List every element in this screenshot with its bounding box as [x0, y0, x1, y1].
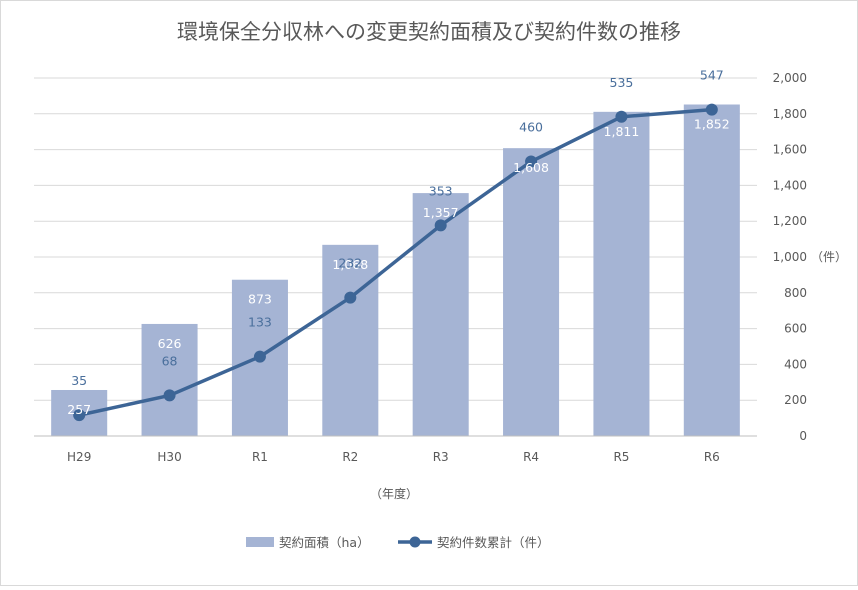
x-tick-label: R1 [252, 450, 268, 464]
bar [683, 104, 740, 436]
y-tick-label: 600 [784, 322, 807, 336]
legend-bar-swatch [246, 537, 274, 547]
bar [593, 111, 650, 437]
line-point [705, 103, 718, 116]
line-series [73, 103, 718, 422]
y-tick-label: 800 [784, 286, 807, 300]
line-point [253, 350, 266, 363]
bar [322, 244, 379, 436]
line-point [163, 389, 176, 402]
bar-value-label: 1,357 [423, 205, 459, 220]
bar-value-label: 1,608 [513, 160, 549, 175]
data-labels: 257 626 873 1,068 1,357 1,608 1,811 1,852 35 68 13… [67, 68, 729, 417]
bar-value-label: 626 [158, 336, 182, 351]
y-tick-label: 1,800 [773, 107, 807, 121]
bar-value-label: 1,068 [332, 257, 368, 272]
y-tick-label: 0 [799, 429, 807, 443]
bar [412, 193, 469, 436]
line-point [615, 110, 628, 123]
y-tick-label: 1,200 [773, 214, 807, 228]
bar [141, 323, 198, 436]
bar-series [51, 104, 740, 437]
bar-value-label: 1,852 [694, 116, 730, 131]
y-tick-label: 200 [784, 393, 807, 407]
axes: 0 200 400 600 800 1,000 1,200 1,400 1,600 1,800 2,… [34, 71, 807, 464]
bar [503, 148, 560, 436]
x-tick-label: R4 [523, 450, 539, 464]
y-tick-label: 2,000 [773, 71, 807, 85]
x-tick-label: R6 [704, 450, 720, 464]
y-axis-unit-label: （件） [811, 250, 847, 264]
x-tick-label: H30 [157, 450, 181, 464]
bar-value-label: 1,811 [604, 124, 640, 139]
line-path [78, 107, 712, 417]
line-value-label: 547 [700, 68, 724, 83]
x-tick-label: R2 [342, 450, 358, 464]
y-tick-label: 1,000 [773, 250, 807, 264]
line-value-label: 133 [248, 315, 272, 330]
x-axis-label: （年度） [370, 486, 418, 501]
line-value-label: 35 [71, 373, 87, 388]
x-tick-label: R3 [433, 450, 449, 464]
legend-bar-label: 契約面積（ha） [279, 535, 370, 550]
x-tick-label: H29 [67, 450, 91, 464]
y-tick-label: 1,600 [773, 143, 807, 157]
line-value-label: 353 [429, 183, 453, 198]
line-value-label: 68 [162, 353, 178, 368]
line-point [525, 155, 538, 168]
y-tick-label: 1,400 [773, 178, 807, 192]
legend-line-marker [409, 536, 421, 548]
chart-title: 環境保全分収林への変更契約面積及び契約件数の推移 [177, 20, 681, 44]
line-point [344, 291, 357, 304]
line-point [73, 409, 86, 422]
line-value-label: 535 [610, 75, 634, 90]
x-tick-label: R5 [613, 450, 629, 464]
line-value-label: 232 [338, 256, 362, 271]
line-point [434, 219, 447, 232]
legend-line-label: 契約件数累計（件） [437, 535, 550, 550]
legend: 契約面積（ha） 契約件数累計（件） [246, 535, 550, 550]
bar-value-label: 873 [248, 292, 272, 307]
line-value-label: 460 [519, 120, 543, 135]
bar-value-label: 257 [67, 402, 91, 417]
y-tick-label: 400 [784, 357, 807, 371]
